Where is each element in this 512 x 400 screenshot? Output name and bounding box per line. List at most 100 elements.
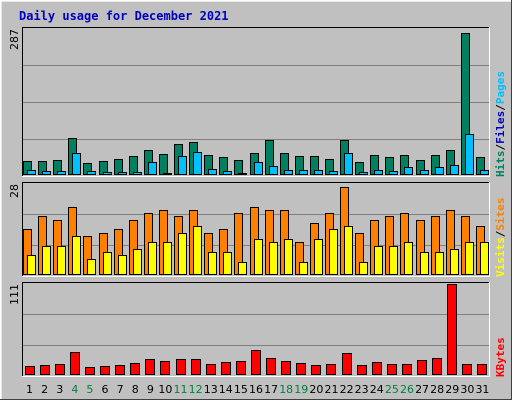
x-tick-label: 30: [460, 383, 474, 396]
x-tick-label: 8: [132, 383, 139, 396]
panel-legend: KBytes: [494, 337, 507, 377]
x-tick-label: 17: [264, 383, 278, 396]
x-tick-label: 11: [174, 383, 188, 396]
legend-entry: Pages: [494, 71, 507, 104]
x-tick-label: 21: [324, 383, 338, 396]
chart-panels: 287 Hits/Files/Pages 28 Visits/Sites 111 KByt…: [8, 27, 507, 377]
bar-kbytes-day-5: [85, 367, 95, 375]
bar-kbytes-day-12: [191, 359, 201, 375]
bar-files-day-6: [103, 172, 112, 175]
bar-sites-day-1: [27, 255, 36, 275]
bar-files-day-11: [178, 156, 187, 175]
bar-sites-day-28: [435, 252, 444, 275]
bar-kbytes-day-30: [462, 364, 472, 375]
chart-title: Daily usage for December 2021: [19, 9, 229, 23]
x-tick-label: 26: [400, 383, 414, 396]
bar-kbytes-day-17: [266, 358, 276, 375]
bar-hits-day-10: [159, 154, 168, 175]
panel-legend: Visits/Sites: [494, 198, 507, 278]
panel-visits_sites: 28 Visits/Sites: [8, 182, 507, 277]
bar-sites-day-23: [359, 262, 368, 275]
bar-files-day-29: [450, 165, 459, 175]
bar-sites-day-9: [148, 242, 157, 275]
x-tick-label: 7: [117, 383, 124, 396]
bar-files-day-19: [299, 170, 308, 175]
bar-kbytes-day-31: [477, 364, 487, 375]
legend-entry: /: [494, 144, 507, 151]
x-tick-label: 24: [370, 383, 384, 396]
y-max-label: 28: [8, 184, 21, 198]
bar-files-day-26: [404, 167, 413, 175]
bar-files-day-21: [329, 171, 338, 175]
bar-files-day-14: [223, 171, 232, 175]
x-tick-label: 14: [219, 383, 233, 396]
x-tick-label: 12: [189, 383, 203, 396]
bar-sites-day-19: [299, 262, 308, 275]
bar-files-day-20: [314, 170, 323, 175]
bar-sites-day-5: [87, 259, 96, 275]
bar-files-day-12: [193, 152, 202, 175]
bar-sites-day-2: [42, 246, 51, 275]
bar-kbytes-day-13: [206, 364, 216, 375]
legend-entry: /: [494, 230, 507, 237]
legend-entry: /: [494, 104, 507, 111]
legend-entry: KBytes: [494, 337, 507, 377]
bar-files-day-16: [254, 162, 263, 175]
bar-kbytes-day-9: [145, 359, 155, 375]
bar-sites-day-10: [163, 242, 172, 275]
x-tick-label: 4: [71, 383, 78, 396]
x-tick-label: 13: [204, 383, 218, 396]
x-tick-label: 22: [340, 383, 354, 396]
bar-sites-day-20: [314, 239, 323, 275]
x-tick-label: 5: [86, 383, 93, 396]
bar-sites-day-30: [465, 242, 474, 275]
bar-files-day-3: [57, 171, 66, 175]
bar-files-day-23: [359, 172, 368, 175]
x-tick-label: 31: [475, 383, 489, 396]
bar-kbytes-day-23: [357, 365, 367, 375]
bar-kbytes-day-28: [432, 358, 442, 375]
bar-files-day-30: [465, 134, 474, 175]
bar-kbytes-day-25: [387, 364, 397, 375]
bar-sites-day-8: [133, 249, 142, 275]
x-tick-label: 2: [41, 383, 48, 396]
bar-sites-day-25: [389, 246, 398, 275]
bar-files-day-17: [269, 166, 278, 175]
bar-files-day-15: [238, 173, 247, 175]
bar-files-day-13: [208, 169, 217, 175]
bar-kbytes-day-18: [281, 361, 291, 375]
bar-files-day-1: [27, 170, 36, 175]
bar-kbytes-day-26: [402, 364, 412, 375]
x-tick-label: 25: [385, 383, 399, 396]
panel-legend: Hits/Files/Pages: [494, 71, 507, 177]
bar-sites-day-24: [374, 246, 383, 275]
x-tick-label: 3: [56, 383, 63, 396]
bar-files-day-31: [480, 170, 489, 175]
y-max-label: 287: [8, 29, 21, 50]
bar-files-day-24: [374, 170, 383, 175]
x-tick-label: 1: [26, 383, 33, 396]
bar-sites-day-29: [450, 249, 459, 275]
bar-files-day-18: [284, 170, 293, 175]
bar-files-day-10: [163, 173, 172, 175]
bar-kbytes-day-10: [160, 361, 170, 375]
bar-hits-day-15: [234, 160, 243, 175]
x-tick-label: 9: [147, 383, 154, 396]
bar-sites-day-26: [404, 242, 413, 275]
bar-sites-day-18: [284, 239, 293, 275]
y-max-label: 111: [8, 284, 21, 305]
bar-sites-day-16: [254, 239, 263, 275]
bar-files-day-22: [344, 153, 353, 175]
panel-hits_files: 287 Hits/Files/Pages: [8, 27, 507, 177]
bar-kbytes-day-15: [236, 361, 246, 375]
bar-kbytes-day-16: [251, 350, 261, 375]
bar-files-day-27: [420, 170, 429, 175]
bar-files-day-28: [435, 167, 444, 175]
bar-kbytes-day-1: [25, 366, 35, 375]
bar-sites-day-3: [57, 246, 66, 275]
legend-entry: Visits: [494, 237, 507, 277]
bar-sites-day-12: [193, 226, 202, 275]
x-tick-label: 28: [430, 383, 444, 396]
x-tick-label: 10: [158, 383, 172, 396]
x-tick-label: 27: [415, 383, 429, 396]
